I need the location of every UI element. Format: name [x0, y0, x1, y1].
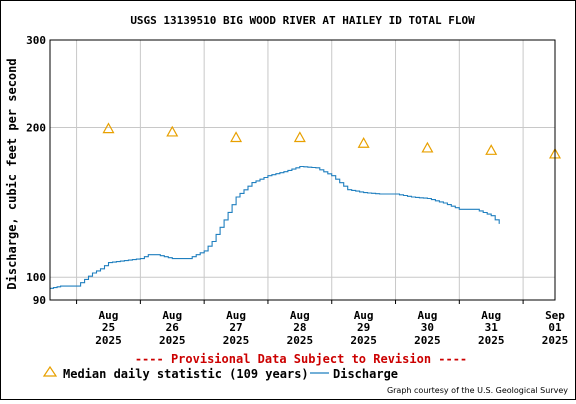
median-point [230, 131, 243, 143]
y-tick-label: 100 [26, 271, 46, 284]
y-tick-label: 300 [26, 34, 46, 47]
x-tick-day: 25 [102, 321, 115, 334]
y-tick-label: 200 [26, 122, 46, 135]
median-point [166, 125, 179, 137]
x-tick-month: Aug [162, 309, 182, 322]
y-tick-label: 90 [33, 294, 46, 307]
x-tick-day: 26 [166, 321, 180, 334]
credit-text: Graph courtesy of the U.S. Geological Su… [387, 386, 568, 395]
legend-label-median: Median daily statistic (109 years) [63, 367, 309, 381]
x-tick-day: 30 [421, 321, 434, 334]
x-tick-month: Aug [417, 309, 437, 322]
grid-lines [50, 40, 555, 300]
y-axis-label: Discharge, cubic feet per second [5, 58, 19, 289]
x-tick-year: 2025 [350, 334, 377, 347]
x-tick-day: 28 [293, 321, 306, 334]
x-tick-year: 2025 [414, 334, 441, 347]
x-tick-year: 2025 [478, 334, 505, 347]
x-tick-month: Sep [545, 309, 565, 322]
median-point [293, 131, 306, 143]
provisional-note: ---- Provisional Data Subject to Revisio… [135, 352, 467, 366]
x-tick-month: Aug [354, 309, 374, 322]
x-axis-ticks: Aug252025Aug262025Aug272025Aug282025Aug2… [76, 300, 569, 347]
legend-triangle-marker [42, 365, 58, 377]
discharge-line [50, 165, 500, 289]
x-tick-month: Aug [481, 309, 501, 322]
x-tick-month: Aug [99, 309, 119, 322]
x-tick-year: 2025 [542, 334, 569, 347]
legend-label-discharge: Discharge [333, 367, 398, 381]
x-tick-month: Aug [290, 309, 310, 322]
legend: Median daily statistic (109 years) Disch… [42, 365, 398, 381]
median-point [485, 144, 498, 155]
x-tick-year: 2025 [287, 334, 314, 347]
median-point [421, 141, 434, 153]
median-point [102, 122, 115, 134]
series-layer [50, 122, 562, 289]
x-tick-year: 2025 [95, 334, 122, 347]
median-point [357, 136, 370, 148]
y-axis-ticks: 90 100 200 300 [26, 34, 46, 307]
x-tick-day: 31 [485, 321, 499, 334]
x-tick-year: 2025 [159, 334, 186, 347]
chart-title: USGS 13139510 BIG WOOD RIVER AT HAILEY I… [130, 14, 475, 27]
x-tick-month: Aug [226, 309, 246, 322]
plot-border [49, 39, 556, 301]
x-tick-day: 27 [229, 321, 242, 334]
x-tick-day: 29 [357, 321, 370, 334]
x-tick-year: 2025 [223, 334, 250, 347]
x-tick-day: 01 [548, 321, 562, 334]
